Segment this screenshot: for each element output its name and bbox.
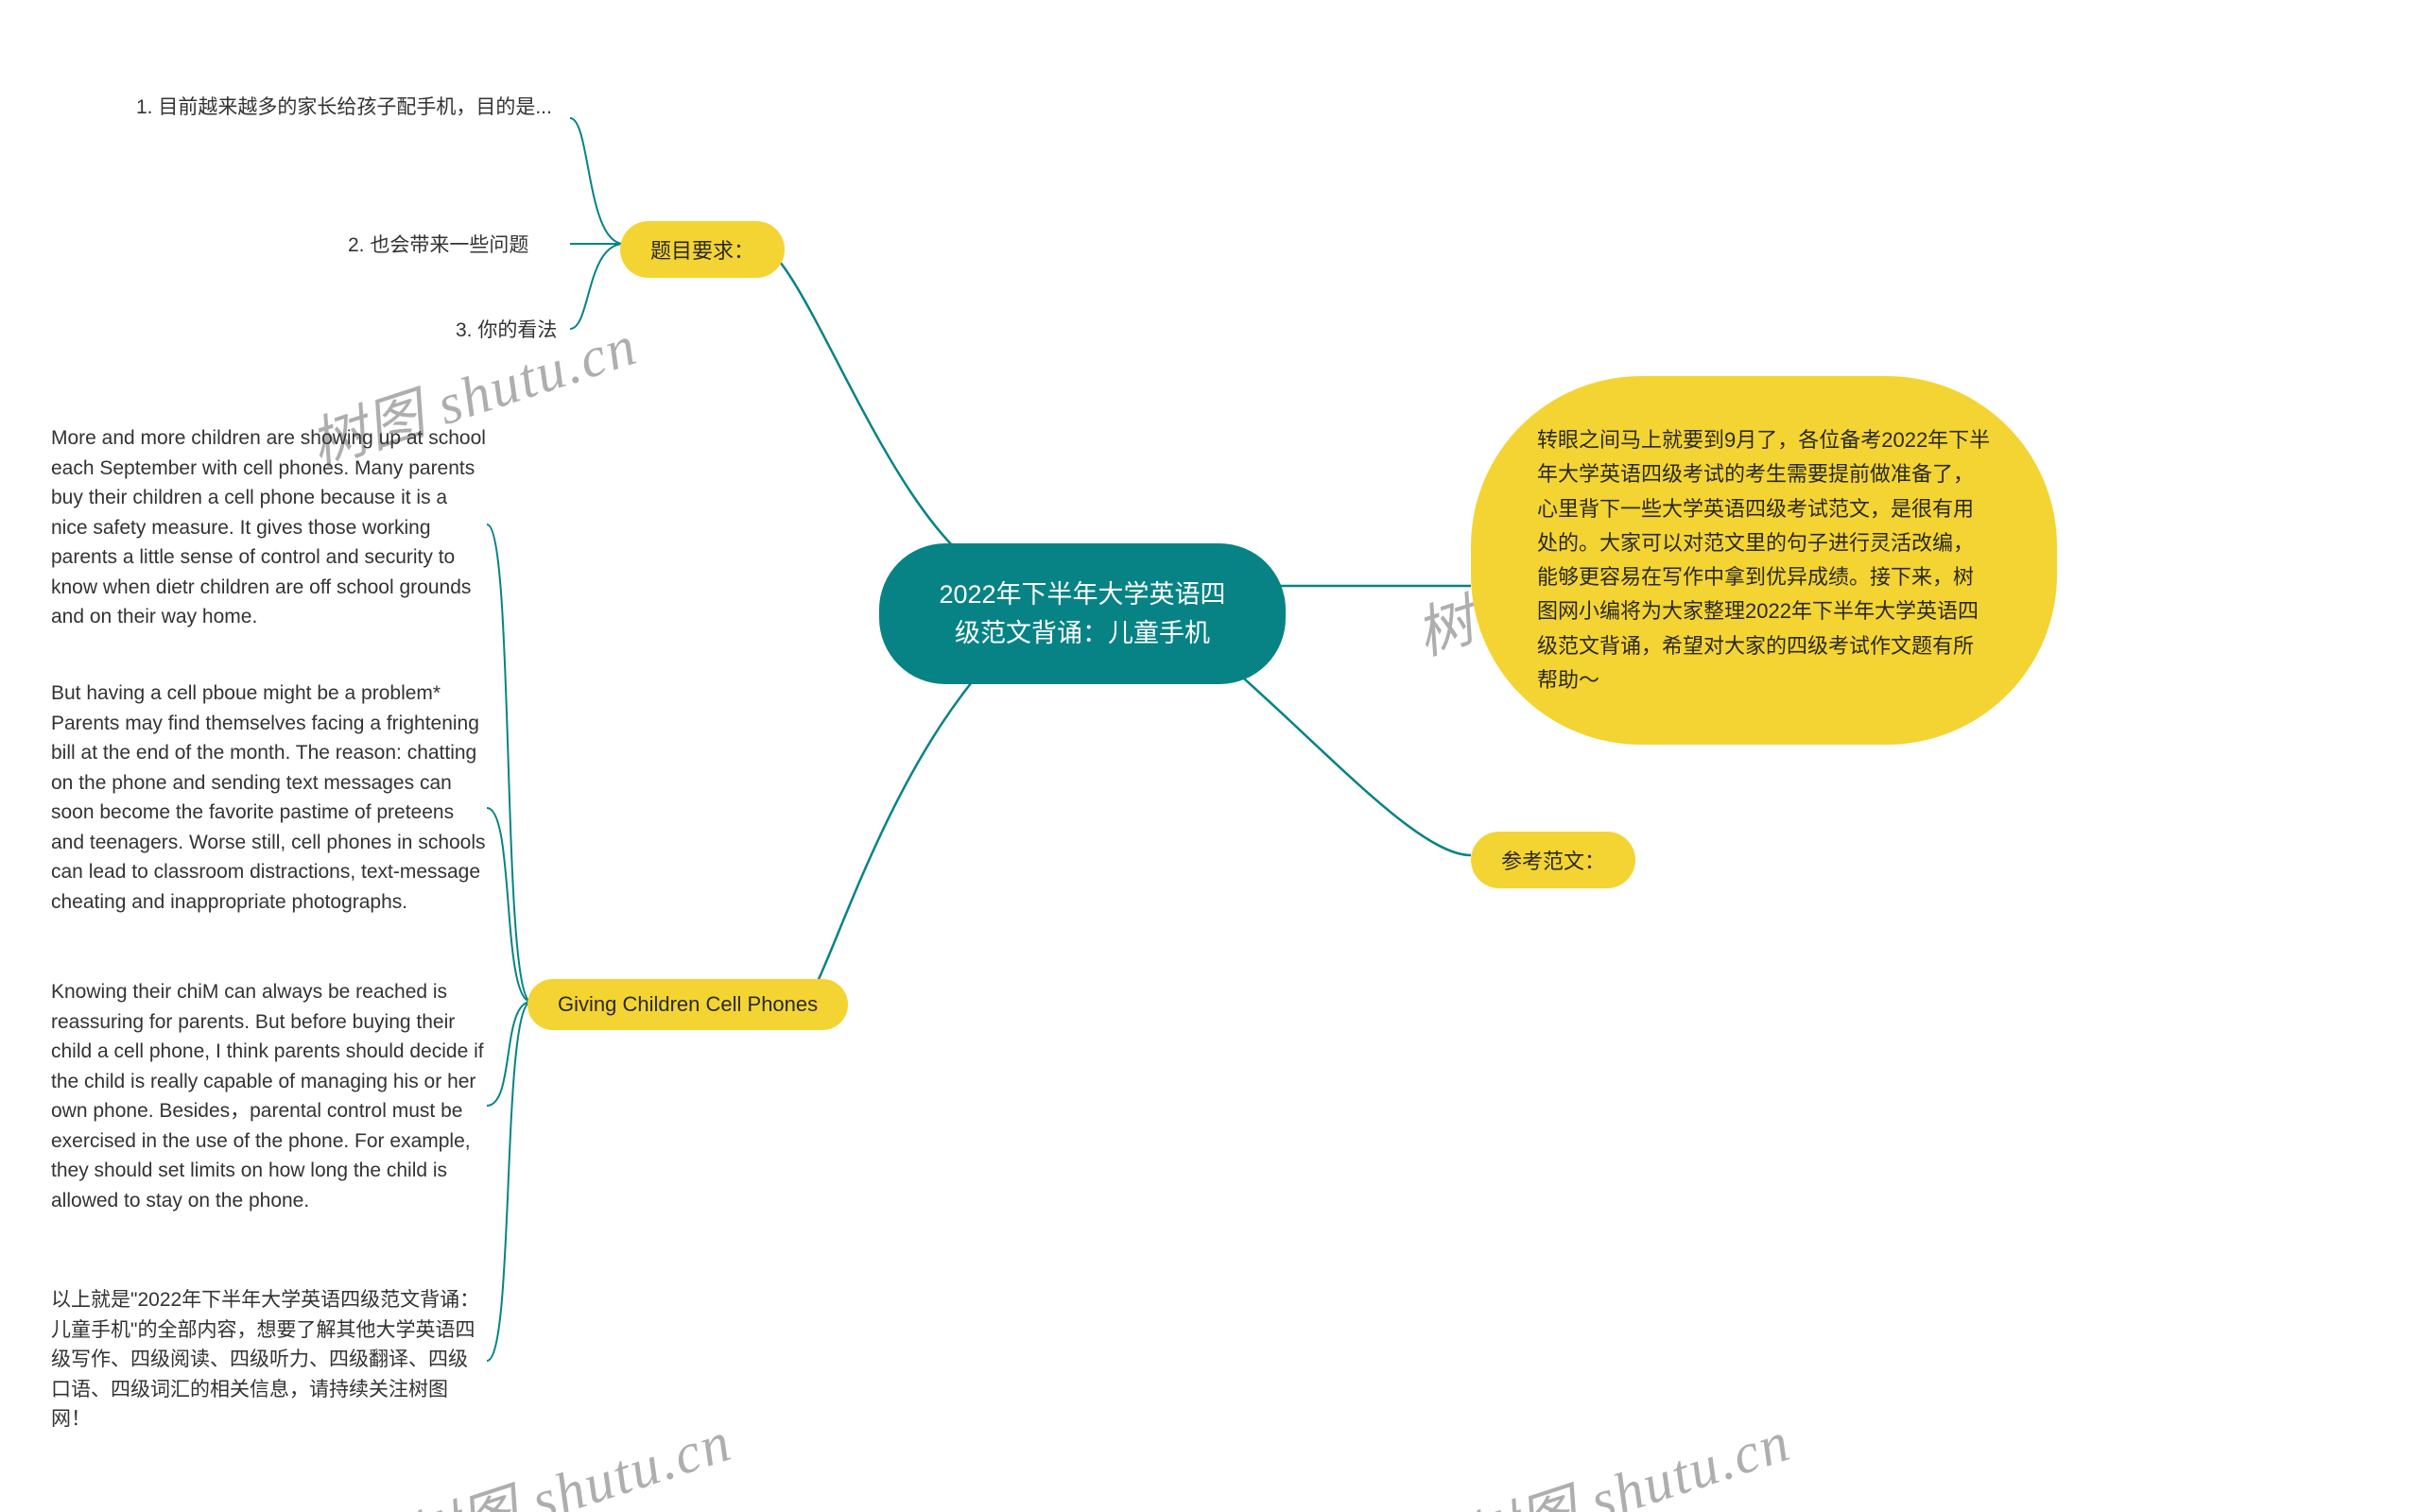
leaf-essay-p4: 以上就是"2022年下半年大学英语四级范文背诵：儿童手机"的全部内容，想要了解其… bbox=[51, 1285, 486, 1435]
leaf-essay-p1: More and more children are showing up at… bbox=[51, 423, 486, 632]
leaf-req-1: 1. 目前越来越多的家长给孩子配手机，目的是... bbox=[136, 93, 571, 123]
leaf-req-2: 2. 也会带来一些问题 bbox=[348, 231, 528, 261]
watermark: 树图 shutu.cn bbox=[1451, 1396, 1799, 1512]
leaf-req-3: 3. 你的看法 bbox=[456, 316, 557, 346]
branch-topic-requirements: 题目要求： bbox=[620, 221, 785, 278]
branch-essay-title: Giving Children Cell Phones bbox=[527, 979, 848, 1030]
branch-intro-paragraph: 转眼之间马上就要到9月了，各位备考2022年下半年大学英语四级考试的考生需要提前… bbox=[1471, 376, 2057, 745]
central-line1: 2022年下半年大学英语四 bbox=[939, 580, 1225, 609]
leaf-essay-p3: Knowing their chiM can always be reached… bbox=[51, 977, 486, 1215]
central-topic: 2022年下半年大学英语四 级范文背诵：儿童手机 bbox=[879, 543, 1286, 684]
leaf-essay-p2: But having a cell pboue might be a probl… bbox=[51, 679, 486, 917]
branch-reference-essay: 参考范文： bbox=[1471, 832, 1635, 888]
central-line2: 级范文背诵：儿童手机 bbox=[955, 619, 1210, 647]
